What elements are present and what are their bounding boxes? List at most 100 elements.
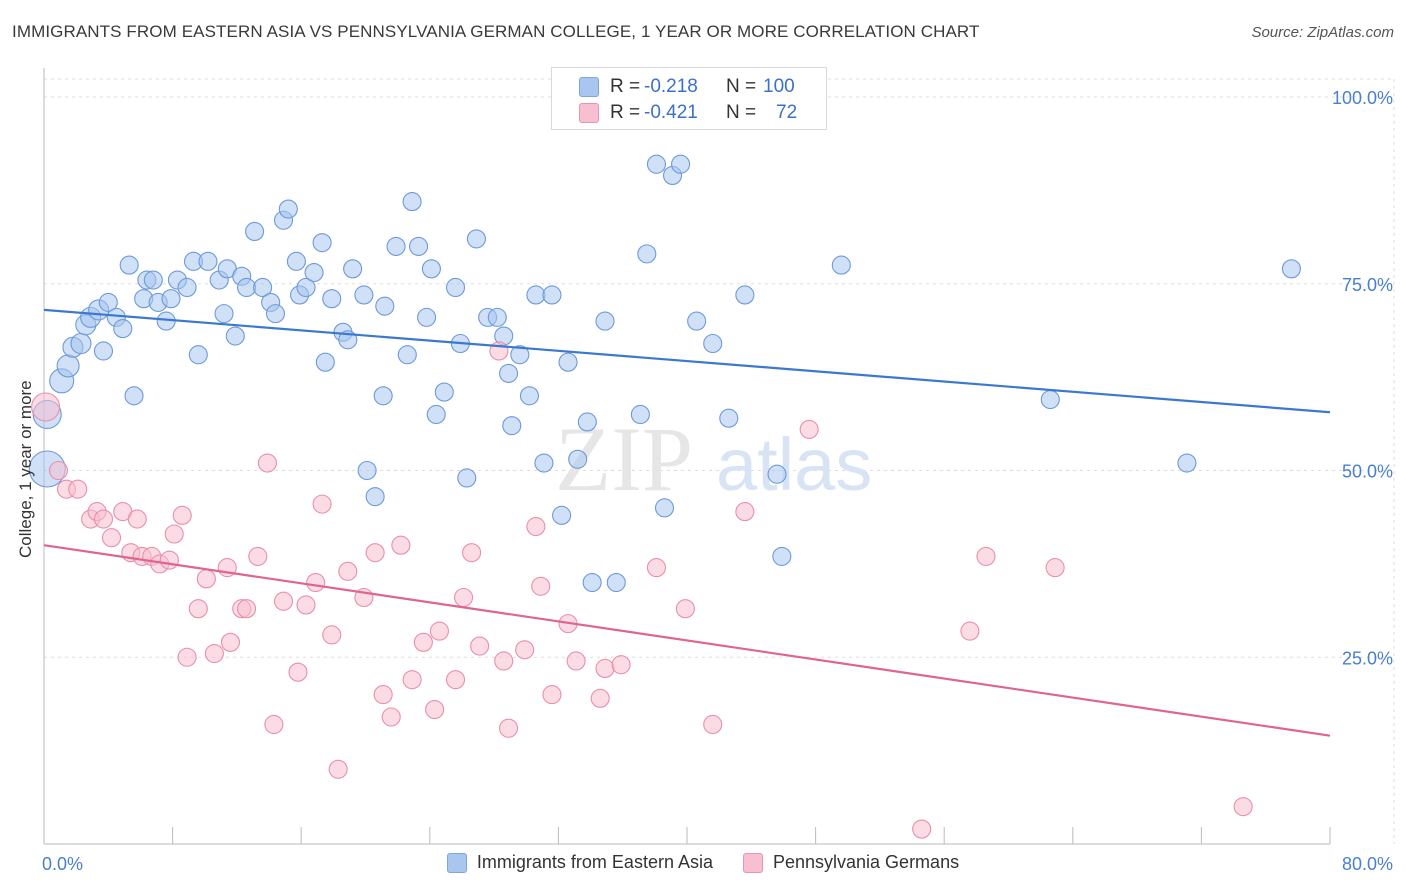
point-eastern-asia [402, 192, 422, 212]
point-eastern-asia [245, 221, 265, 242]
point-pennsylvania-germans [273, 591, 294, 611]
point-eastern-asia [93, 341, 114, 361]
point-pennsylvania-germans [196, 569, 216, 589]
y-tick-label: 75.0% [1342, 275, 1393, 295]
point-pennsylvania-germans [675, 599, 695, 619]
point-pennsylvania-germans [68, 479, 88, 499]
point-pennsylvania-germans [31, 392, 61, 422]
stats-swatch-pink [579, 103, 599, 123]
stats-swatch-blue [579, 77, 599, 97]
point-pennsylvania-germans [413, 632, 433, 652]
point-eastern-asia [630, 404, 650, 425]
legend-swatch-pink [742, 852, 763, 873]
point-eastern-asia [719, 408, 739, 428]
point-pennsylvania-germans [515, 640, 535, 660]
point-eastern-asia [278, 199, 298, 219]
point-eastern-asia [56, 354, 80, 378]
point-pennsylvania-germans [976, 546, 996, 566]
point-pennsylvania-germans [912, 819, 932, 839]
trend-line-pennsylvania-germans [43, 544, 1331, 737]
point-pennsylvania-germans [402, 670, 422, 690]
point-pennsylvania-germans [462, 543, 482, 563]
point-pennsylvania-germans [526, 516, 546, 537]
point-eastern-asia [143, 270, 163, 290]
point-eastern-asia [552, 505, 572, 525]
stats-n-label-blue: N = [726, 76, 757, 97]
point-eastern-asia [502, 416, 522, 436]
point-pennsylvania-germans [172, 505, 192, 525]
point-eastern-asia [767, 464, 787, 484]
point-eastern-asia [1040, 389, 1060, 410]
point-eastern-asia [375, 296, 395, 316]
point-eastern-asia [322, 289, 342, 309]
point-pennsylvania-germans [328, 759, 348, 779]
point-pennsylvania-germans [566, 651, 586, 671]
point-eastern-asia [1281, 259, 1301, 279]
point-pennsylvania-germans [312, 494, 332, 514]
point-eastern-asia [70, 332, 92, 355]
point-eastern-asia [434, 382, 454, 402]
point-pennsylvania-germans [590, 688, 610, 708]
stats-n-value-pink: 72 [776, 102, 798, 123]
point-pennsylvania-germans [595, 658, 615, 679]
legend-item-eastern-asia[interactable]: Immigrants from Eastern Asia [446, 852, 713, 873]
point-pennsylvania-germans [322, 625, 342, 645]
point-eastern-asia [606, 572, 626, 593]
point-eastern-asia [466, 229, 486, 249]
point-eastern-asia [343, 259, 363, 279]
point-eastern-asia [354, 285, 374, 305]
point-eastern-asia [188, 345, 208, 365]
point-pennsylvania-germans [381, 707, 401, 727]
point-eastern-asia [595, 311, 615, 331]
point-pennsylvania-germans [296, 595, 316, 615]
point-pennsylvania-germans [236, 599, 257, 619]
legend-item-pennsylvania-germans[interactable]: Pennsylvania Germans [742, 852, 959, 873]
point-eastern-asia [119, 255, 139, 275]
point-pennsylvania-germans [373, 685, 393, 705]
point-eastern-asia [831, 255, 851, 275]
point-eastern-asia [265, 304, 286, 324]
point-eastern-asia [510, 345, 530, 365]
point-eastern-asia [772, 546, 792, 566]
point-eastern-asia [457, 468, 477, 488]
point-eastern-asia [312, 233, 332, 253]
point-pennsylvania-germans [470, 636, 490, 656]
x-tick-label: 0.0% [42, 854, 83, 874]
stats-r-label-pink: R = [610, 102, 641, 123]
point-eastern-asia [637, 244, 657, 264]
point-eastern-asia [236, 277, 257, 298]
point-pennsylvania-germans [454, 587, 474, 608]
point-eastern-asia [225, 326, 245, 346]
point-eastern-asia [1177, 453, 1197, 473]
point-eastern-asia [161, 289, 181, 309]
point-pennsylvania-germans [445, 670, 466, 690]
point-eastern-asia [408, 236, 429, 256]
point-pennsylvania-germans [127, 509, 147, 529]
point-pennsylvania-germans [735, 502, 755, 522]
point-eastern-asia [315, 352, 335, 372]
point-pennsylvania-germans [204, 643, 224, 664]
point-pennsylvania-germans [93, 509, 114, 529]
tick-labels: 25.0% 50.0% 75.0% 100.0% 0.0% 80.0% [42, 88, 1393, 874]
point-eastern-asia [177, 277, 197, 298]
point-pennsylvania-germans [960, 621, 980, 641]
point-pennsylvania-germans [391, 535, 411, 555]
point-pennsylvania-germans [338, 561, 358, 581]
point-eastern-asia [286, 251, 306, 271]
point-pennsylvania-germans [425, 699, 445, 720]
point-eastern-asia [386, 236, 406, 256]
point-pennsylvania-germans [177, 647, 197, 667]
point-eastern-asia [519, 386, 540, 406]
point-pennsylvania-germans [703, 714, 723, 735]
point-eastern-asia [373, 386, 393, 406]
point-pennsylvania-germans [542, 685, 562, 705]
point-pennsylvania-germans [159, 550, 179, 570]
stats-n-label-pink: N = [726, 102, 757, 123]
point-eastern-asia [198, 251, 218, 271]
stats-legend: R = -0.218 N = 100 R = -0.421 N = 72 [551, 67, 827, 130]
point-eastern-asia [214, 304, 234, 324]
legend-swatch-blue [446, 852, 467, 873]
point-pennsylvania-germans [288, 662, 308, 682]
point-eastern-asia [426, 404, 446, 425]
